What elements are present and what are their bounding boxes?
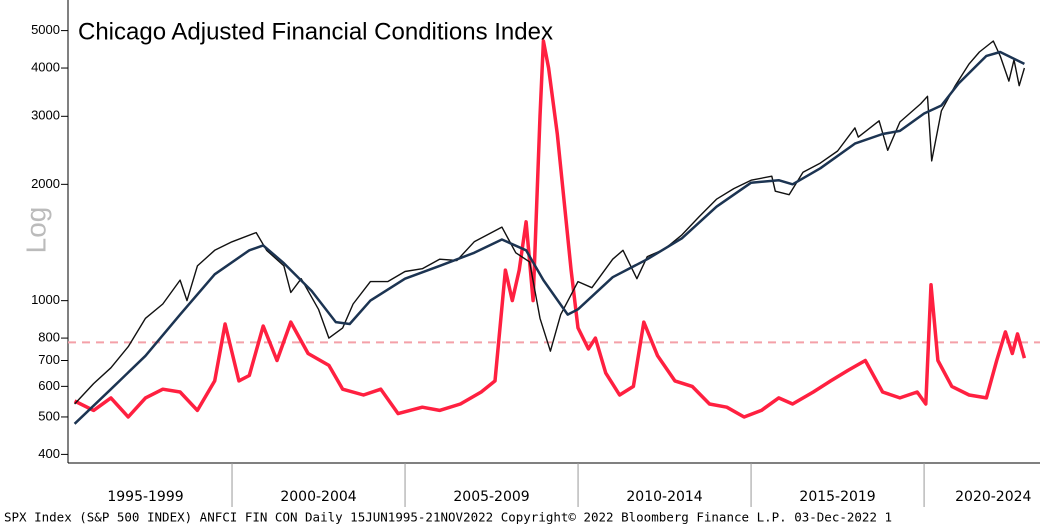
series-line bbox=[73, 39, 1027, 419]
x-tick-label: 2020-2024 bbox=[955, 489, 1031, 505]
y-tick-label: 5000 bbox=[31, 22, 60, 37]
y-tick-label: 4000 bbox=[31, 59, 60, 74]
series-line bbox=[74, 40, 1026, 405]
y-tick-label: 800 bbox=[38, 330, 60, 345]
x-tick-label: 1995-1999 bbox=[107, 489, 183, 505]
y-tick-label: 3000 bbox=[31, 108, 60, 123]
y-tick-label: 2000 bbox=[31, 176, 60, 191]
x-tick-label: 2000-2004 bbox=[280, 489, 356, 505]
x-tick-label: 2015-2019 bbox=[799, 489, 875, 505]
y-tick-label: 1000 bbox=[31, 292, 60, 307]
series-line bbox=[73, 50, 1025, 425]
x-tick-label: 2005-2009 bbox=[453, 489, 529, 505]
chart-title: Chicago Adjusted Financial Conditions In… bbox=[78, 18, 553, 45]
y-tick-label: 700 bbox=[38, 352, 60, 367]
y-tick-label: 500 bbox=[38, 408, 60, 423]
x-tick-label: 2010-2014 bbox=[626, 489, 702, 505]
y-axis-label: Log bbox=[20, 207, 51, 254]
y-tick-label: 600 bbox=[38, 378, 60, 393]
y-tick-label: 400 bbox=[38, 446, 60, 461]
footer: SPX Index (S&P 500 INDEX) ANFCI FIN CON … bbox=[4, 510, 892, 525]
